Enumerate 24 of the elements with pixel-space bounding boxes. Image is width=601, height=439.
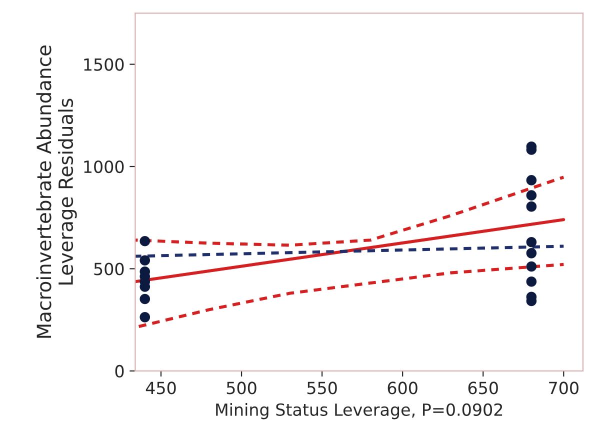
point [140,255,150,266]
point [526,190,537,200]
x-tick-label: 450 [146,382,176,394]
y-axis-title: Macroinvertebrate Abundance Leverage Residuals [36,46,77,338]
line-series [135,176,566,247]
x-tick-label: 500 [226,382,256,394]
point [526,261,537,272]
point [526,248,537,258]
x-tick-label: 700 [549,382,578,394]
y-tick-label: 1500 [84,58,124,71]
y-tick-label: 1000 [84,160,124,174]
point [140,236,150,246]
x-tick-label: 650 [468,382,498,394]
y-tick-label: 500 [94,262,124,276]
x-tick-label: 550 [307,382,337,394]
y-tick-label: 0 [115,364,124,378]
point [140,294,150,304]
point [526,201,537,212]
point [526,175,537,186]
point [526,276,537,287]
point [526,237,537,248]
point [140,312,150,322]
x-tick-label: 600 [388,382,418,394]
x-axis-title: Mining Status Leverage, P=0.0902 [216,403,502,420]
